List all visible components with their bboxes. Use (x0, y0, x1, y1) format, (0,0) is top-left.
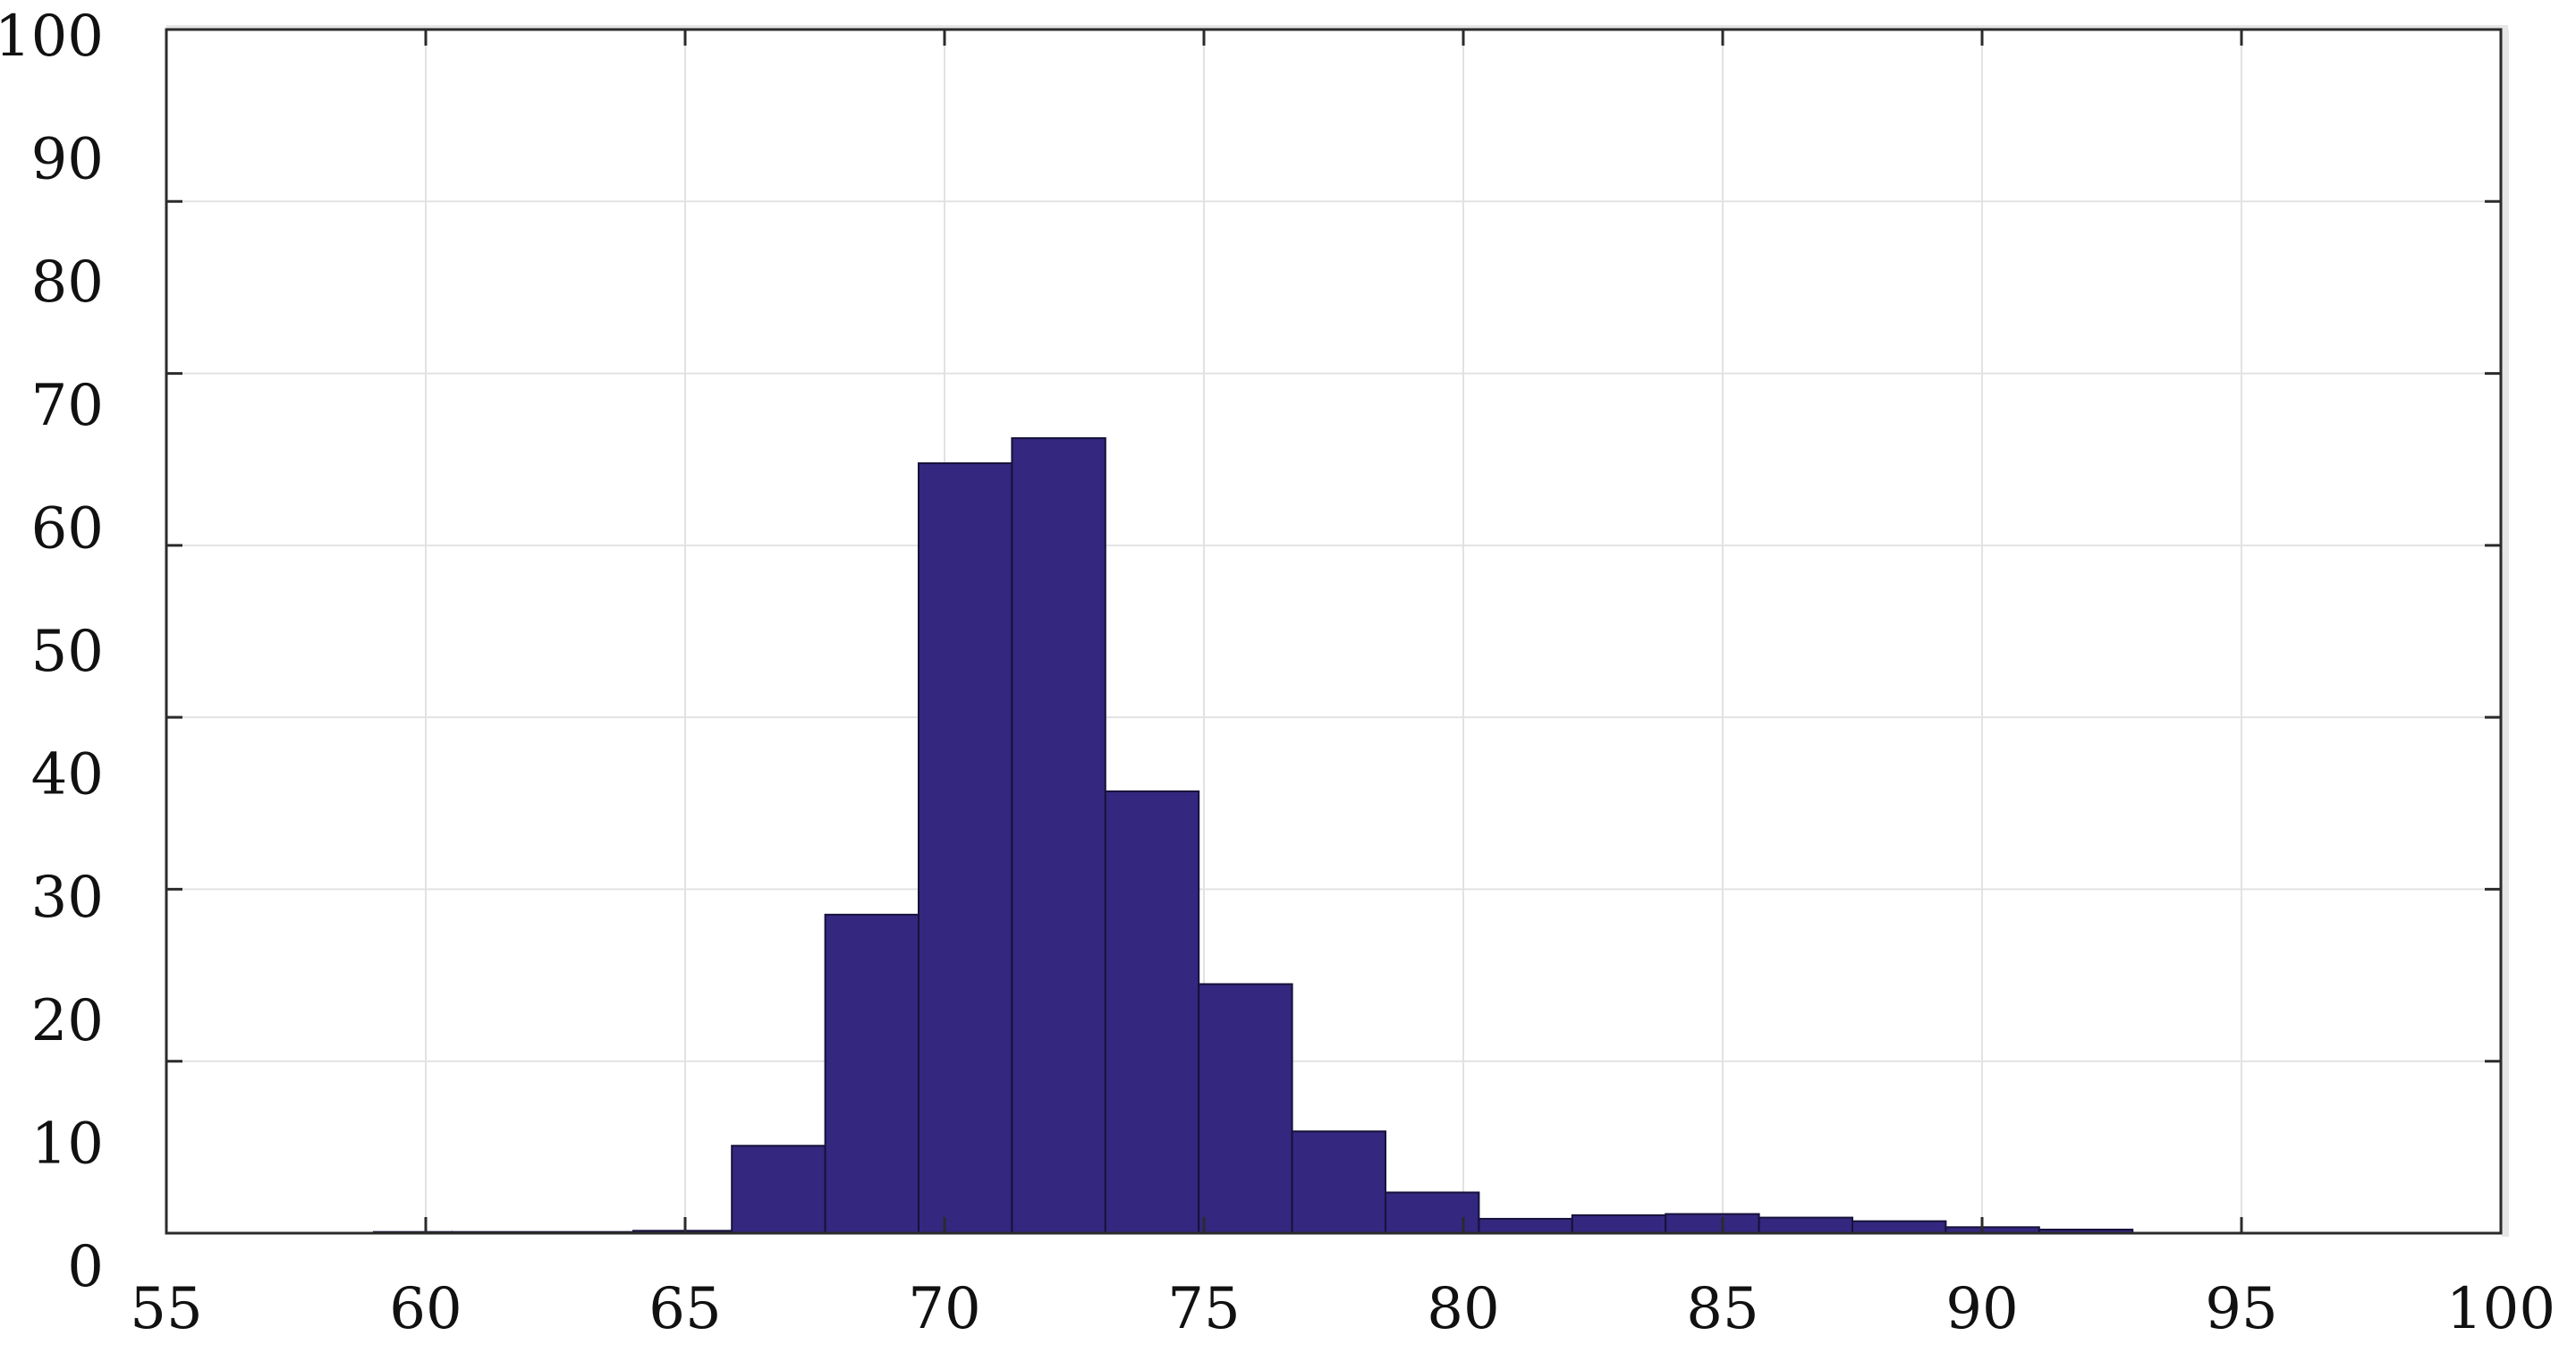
y-tick-label: 60 (31, 495, 104, 562)
histogram-bar (918, 462, 1013, 1234)
histogram-bar (1758, 1216, 1853, 1235)
histogram-bar (731, 1145, 826, 1235)
histogram-bar (1571, 1213, 1667, 1235)
y-tick-label: 20 (31, 988, 104, 1054)
histogram-bar (824, 913, 919, 1234)
x-tick-label: 65 (648, 1276, 721, 1342)
y-tick-label: 40 (31, 742, 104, 808)
y-tick-label: 10 (31, 1111, 104, 1177)
x-tick-label: 85 (1686, 1276, 1758, 1342)
x-tick-label: 90 (1945, 1276, 2018, 1342)
histogram-bar (1665, 1213, 1760, 1235)
x-tick-label: 80 (1427, 1276, 1499, 1342)
y-axis-labels: 0 10 20 30 40 50 60 70 80 90 100 (0, 4, 104, 1300)
y-tick-label: 100 (0, 4, 104, 70)
histogram-bar (1011, 436, 1106, 1234)
histogram-bar (1385, 1191, 1480, 1234)
y-tick-label: 30 (31, 865, 104, 931)
plot-frame (165, 28, 2503, 1235)
histogram-bar (1478, 1217, 1573, 1235)
y-tick-label: 80 (31, 249, 104, 316)
x-tick-label: 100 (2446, 1276, 2555, 1342)
y-tick-label: 0 (67, 1234, 104, 1300)
y-tick-label: 50 (31, 619, 104, 685)
x-tick-label: 60 (389, 1276, 462, 1342)
x-tick-label: 55 (130, 1276, 202, 1342)
x-tick-label: 95 (2205, 1276, 2277, 1342)
x-axis-labels: 55 60 65 70 75 80 85 90 95 100 (130, 1276, 2555, 1342)
histogram-bar (1852, 1220, 1947, 1234)
y-tick-label: 90 (31, 127, 104, 193)
plot-area (165, 25, 2509, 1237)
histogram-bar (1104, 790, 1200, 1234)
histogram-bar (1291, 1130, 1386, 1235)
histogram-bar (1198, 983, 1293, 1235)
x-tick-label: 75 (1167, 1276, 1240, 1342)
y-tick-label: 70 (31, 373, 104, 439)
x-tick-label: 70 (908, 1276, 980, 1342)
plot-background (166, 30, 2501, 1233)
